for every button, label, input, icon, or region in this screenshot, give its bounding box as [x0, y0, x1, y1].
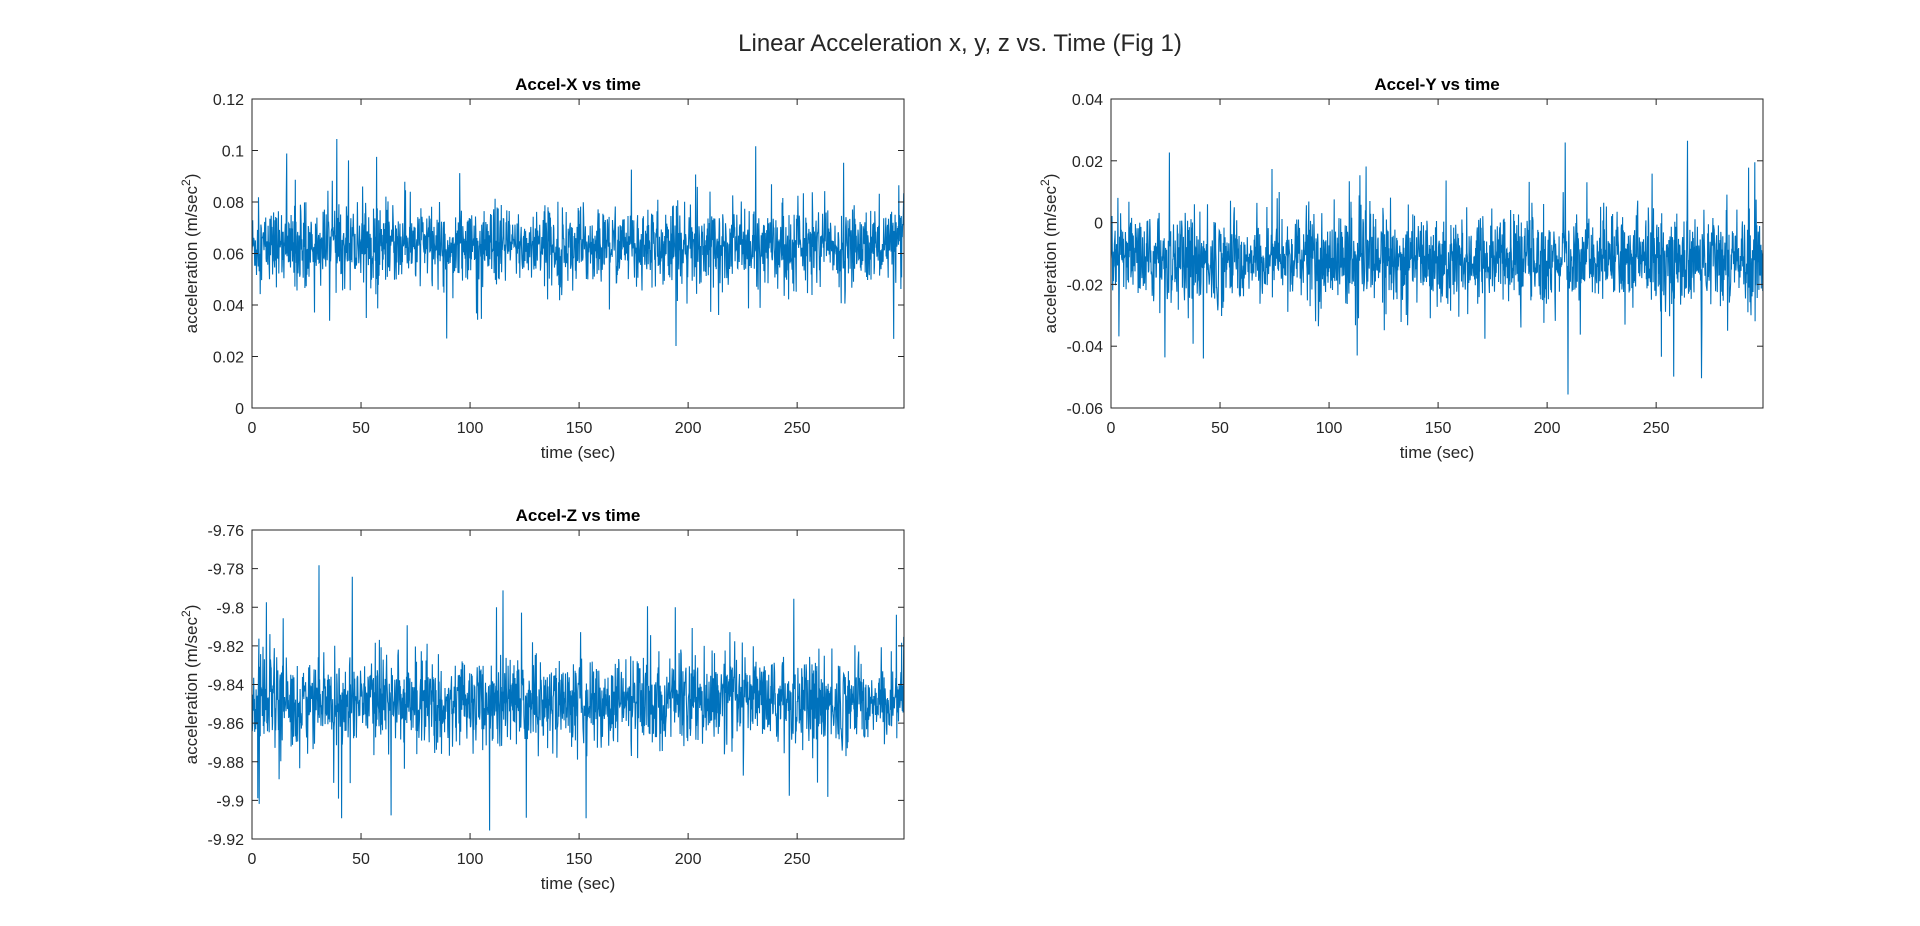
axes-box — [1110, 98, 1764, 409]
y-tick-label: 0 — [1094, 216, 1103, 233]
x-axis-label: time (sec) — [541, 443, 616, 462]
y-tick-label: 0.1 — [222, 144, 244, 161]
subplot-title: Accel-X vs time — [515, 75, 641, 94]
y-tick-label: -9.8 — [216, 600, 244, 617]
series-line-1 — [1111, 140, 1763, 395]
y-axis-label: acceleration (m/sec2) — [179, 605, 201, 765]
y-tick-label: 0 — [235, 401, 244, 418]
y-tick-label: 0.04 — [213, 298, 244, 315]
x-tick-label: 250 — [784, 851, 811, 868]
y-tick-label: 0.02 — [1072, 154, 1103, 171]
series-line-1 — [252, 138, 904, 347]
x-tick-label: 50 — [352, 420, 370, 437]
y-tick-label: -0.06 — [1067, 401, 1104, 418]
y-tick-label: -9.84 — [208, 678, 245, 695]
y-tick-label: -9.88 — [208, 755, 245, 772]
x-tick-label: 0 — [248, 851, 257, 868]
y-tick-label: 0.04 — [1072, 92, 1103, 109]
x-tick-label: 150 — [566, 420, 593, 437]
x-tick-label: 100 — [457, 851, 484, 868]
x-tick-label: 200 — [1534, 420, 1561, 437]
x-tick-label: 100 — [1316, 420, 1343, 437]
y-tick-label: -0.04 — [1067, 339, 1104, 356]
figure-title: Linear Acceleration x, y, z vs. Time (Fi… — [738, 30, 1182, 57]
series-line-1 — [252, 565, 904, 831]
x-tick-label: 0 — [1107, 420, 1116, 437]
y-tick-label: -9.82 — [208, 639, 245, 656]
y-axis-label: acceleration (m/sec2) — [1038, 174, 1060, 334]
subplot-2: 0 50 100 150 200 250 -0.06 -0.04 -0.02 0 0.02 0.04 A… — [1038, 75, 1764, 462]
x-axis-label: time (sec) — [541, 874, 616, 893]
x-tick-label: 250 — [784, 420, 811, 437]
y-tick-label: 0.08 — [213, 195, 244, 212]
x-tick-label: 150 — [566, 851, 593, 868]
subplot-title: Accel-Y vs time — [1374, 75, 1499, 94]
subplot-title: Accel-Z vs time — [516, 506, 641, 525]
y-tick-label: -0.02 — [1067, 277, 1104, 294]
y-tick-label: 0.12 — [213, 92, 244, 109]
y-tick-label: -9.76 — [208, 523, 245, 540]
x-tick-label: 0 — [248, 420, 257, 437]
y-tick-label: 0.06 — [213, 247, 244, 264]
y-tick-label: -9.86 — [208, 716, 245, 733]
x-tick-label: 50 — [352, 851, 370, 868]
y-tick-label: -9.9 — [216, 793, 244, 810]
x-tick-label: 50 — [1211, 420, 1229, 437]
x-tick-label: 100 — [457, 420, 484, 437]
subplot-1: 0 50 100 150 200 250 0 0.02 0.04 0.06 0.08 0.1 0.12 A… — [179, 75, 905, 462]
y-tick-label: -9.78 — [208, 562, 245, 579]
y-axis-label: acceleration (m/sec2) — [179, 174, 201, 334]
subplot-3: 0 50 100 150 200 250 -9.92 -9.9 -9.88 -9.86 -9.84 -… — [179, 506, 905, 893]
x-tick-label: 250 — [1643, 420, 1670, 437]
y-tick-label: -9.92 — [208, 832, 245, 849]
y-tick-label: 0.02 — [213, 350, 244, 367]
x-tick-label: 200 — [675, 420, 702, 437]
x-tick-label: 150 — [1425, 420, 1452, 437]
x-tick-label: 200 — [675, 851, 702, 868]
x-axis-label: time (sec) — [1400, 443, 1475, 462]
